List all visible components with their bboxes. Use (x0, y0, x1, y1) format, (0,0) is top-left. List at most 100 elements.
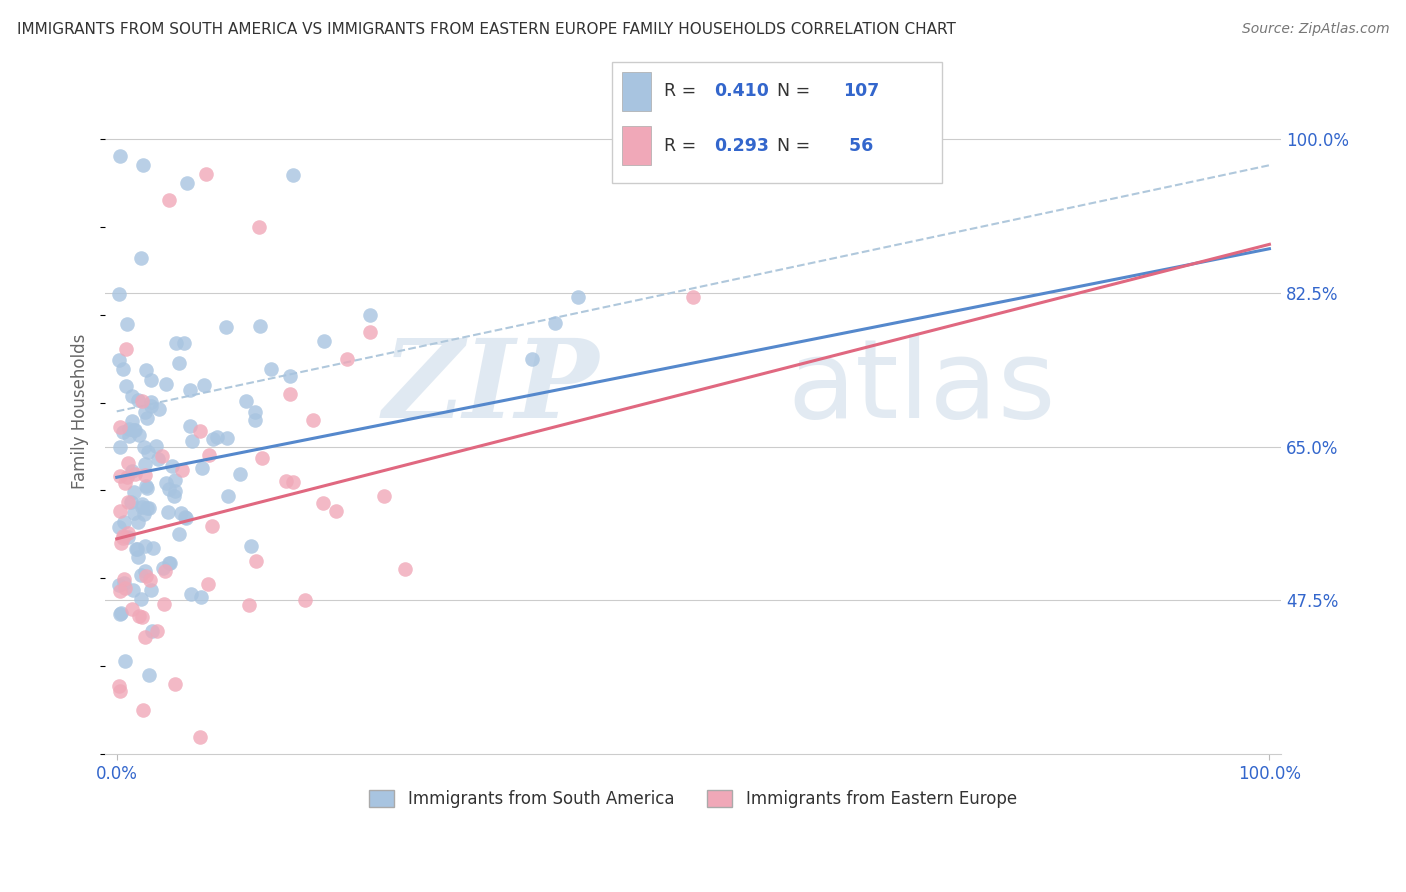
Text: R =: R = (665, 82, 702, 100)
Point (122, 423, 145, 437)
Point (167, 356, 190, 370)
Y-axis label: Family Households: Family Households (72, 334, 89, 489)
Point (260, 362, 283, 376)
Point (112, 576, 135, 591)
Point (146, 451, 169, 466)
Point (180, 434, 202, 448)
Text: 0.293: 0.293 (714, 136, 769, 154)
Point (131, 609, 153, 624)
Point (176, 176, 198, 190)
Point (134, 457, 156, 471)
Point (138, 500, 160, 515)
Point (127, 550, 149, 565)
Point (146, 624, 169, 638)
Point (108, 469, 131, 483)
Point (336, 351, 359, 366)
Point (198, 448, 221, 462)
Point (128, 427, 150, 442)
Point (159, 556, 181, 570)
Point (394, 561, 416, 575)
Point (115, 378, 138, 392)
Point (138, 668, 160, 682)
Point (134, 440, 156, 454)
Point (111, 531, 134, 545)
Point (112, 572, 135, 586)
Point (165, 335, 187, 350)
Point (207, 430, 229, 444)
Point (135, 362, 157, 376)
Point (127, 392, 149, 407)
Point (155, 377, 177, 392)
Point (179, 418, 201, 433)
Text: 107: 107 (844, 82, 879, 100)
Point (124, 467, 146, 482)
Text: R =: R = (665, 136, 702, 154)
Text: N =: N = (776, 82, 815, 100)
Point (108, 679, 131, 693)
Point (165, 484, 187, 499)
Point (157, 194, 180, 208)
Point (132, 158, 155, 172)
Text: Source: ZipAtlas.com: Source: ZipAtlas.com (1241, 22, 1389, 37)
Point (108, 578, 131, 592)
Point (247, 219, 270, 234)
Point (124, 423, 146, 437)
Point (108, 419, 131, 434)
Point (153, 564, 176, 578)
Text: ZIP: ZIP (382, 334, 599, 442)
Point (301, 413, 323, 427)
Point (150, 450, 173, 464)
Point (134, 468, 156, 483)
Point (127, 515, 149, 529)
Point (520, 351, 543, 366)
Point (108, 440, 131, 454)
Point (121, 389, 143, 403)
Point (120, 495, 142, 509)
Point (155, 476, 177, 491)
Point (112, 361, 135, 376)
Point (682, 290, 704, 304)
Point (129, 251, 152, 265)
Point (170, 506, 193, 520)
Point (114, 475, 136, 490)
Point (122, 485, 145, 500)
Point (122, 506, 145, 520)
Point (108, 583, 131, 598)
Point (136, 445, 159, 459)
Point (117, 494, 139, 508)
Point (235, 394, 257, 409)
Point (215, 319, 238, 334)
Text: IMMIGRANTS FROM SOUTH AMERICA VS IMMIGRANTS FROM EASTERN EUROPE FAMILY HOUSEHOLD: IMMIGRANTS FROM SOUTH AMERICA VS IMMIGRA… (17, 22, 956, 37)
Point (278, 386, 301, 401)
Point (134, 539, 156, 553)
Point (118, 429, 141, 443)
Point (229, 467, 252, 481)
Point (135, 479, 157, 493)
Text: N =: N = (776, 136, 815, 154)
Point (152, 561, 174, 575)
Point (131, 500, 153, 514)
Point (117, 526, 139, 541)
Point (108, 353, 131, 368)
Point (117, 317, 139, 331)
Point (110, 536, 132, 550)
Point (125, 541, 148, 556)
Point (139, 583, 162, 598)
Point (190, 730, 212, 744)
Point (108, 504, 131, 518)
Point (249, 319, 271, 334)
Point (194, 167, 217, 181)
Point (121, 414, 143, 428)
Point (373, 489, 395, 503)
Point (174, 509, 197, 524)
Point (110, 149, 132, 163)
Point (108, 520, 131, 534)
Point (132, 703, 155, 717)
Point (160, 459, 183, 474)
Point (139, 373, 162, 387)
Text: 0.410: 0.410 (714, 82, 769, 100)
Point (131, 497, 153, 511)
Point (173, 335, 195, 350)
Point (108, 684, 131, 698)
Point (190, 460, 212, 475)
